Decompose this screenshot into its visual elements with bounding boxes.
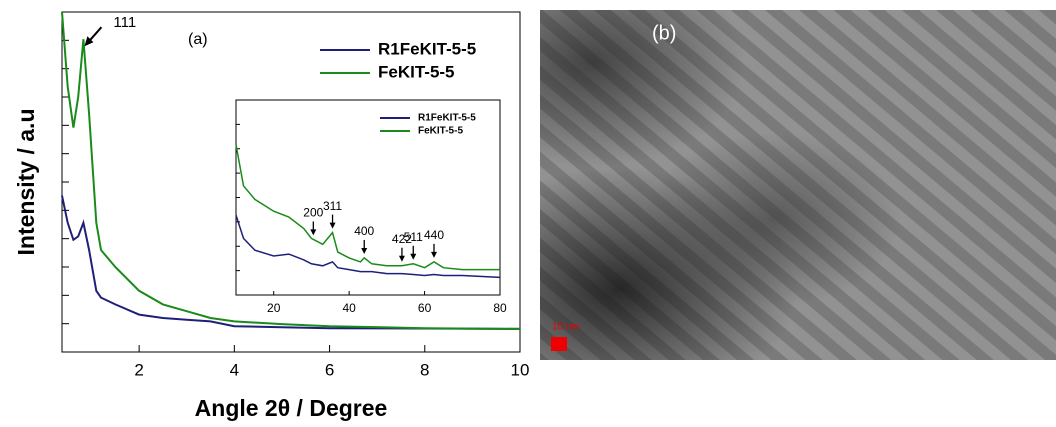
arrow-head [361,247,368,254]
arrow-head [431,251,437,258]
annotation-label: 440 [424,228,444,242]
arrow-head [329,222,336,229]
scale-bar [551,337,567,351]
arrow-head [310,229,317,236]
series-line [61,11,521,330]
annotation-label: 422 [392,232,412,246]
x-tick-label: 4 [230,360,239,379]
x-tick-label: 10 [511,360,530,379]
series-line [235,144,500,271]
x-tick-label: 2 [134,360,143,379]
annotation-label: 400 [354,224,374,238]
arrow-head [398,255,405,262]
annotation-label: 200 [303,206,323,220]
x-tick-label: 8 [420,360,429,379]
legend-label: FeKIT-5-5 [378,62,455,81]
arrow-head [84,36,94,47]
legend-label: FeKIT-5-5 [418,126,463,137]
tem-image: 10 nm (b) [540,10,1056,360]
arrow-head [410,253,417,260]
annotation-label: 511 [404,230,423,244]
series-line [235,214,501,279]
panel-label: (a) [188,31,208,48]
x-tick-label: 80 [493,301,507,315]
x-tick-label: 60 [418,301,432,315]
plot-frame [235,99,501,296]
x-axis-label: Angle 2θ / Degree [195,395,388,421]
annotation-label: 111 [113,14,136,31]
x-tick-label: 40 [342,301,356,315]
panel-label: (b) [652,22,676,44]
legend-label: R1FeKIT-5-5 [418,113,476,124]
legend-label: R1FeKIT-5-5 [378,39,476,58]
scale-bar-label: 10 nm [552,322,580,333]
x-tick-label: 6 [325,360,334,379]
y-axis-label: Intensity / a.u [13,109,39,256]
series-line [61,195,521,330]
annotation-label: 311 [323,199,342,213]
x-tick-label: 20 [267,301,281,315]
